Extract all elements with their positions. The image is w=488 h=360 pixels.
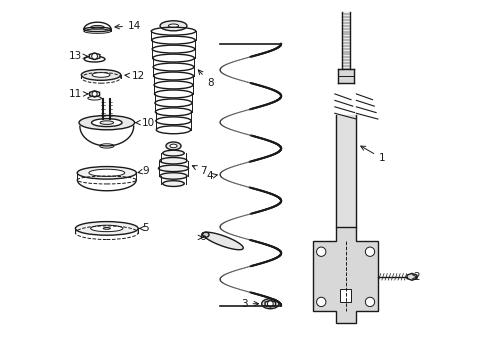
Ellipse shape xyxy=(169,144,177,148)
Ellipse shape xyxy=(89,169,124,176)
Text: 11: 11 xyxy=(69,89,88,99)
Text: 8: 8 xyxy=(198,70,213,88)
Ellipse shape xyxy=(100,121,113,125)
Circle shape xyxy=(365,297,374,307)
Ellipse shape xyxy=(165,142,181,150)
Polygon shape xyxy=(89,91,100,97)
Circle shape xyxy=(316,247,325,256)
Polygon shape xyxy=(406,273,416,280)
Text: 10: 10 xyxy=(136,118,155,128)
Ellipse shape xyxy=(77,167,136,179)
Text: 14: 14 xyxy=(115,21,141,31)
Text: 2: 2 xyxy=(411,272,419,282)
Ellipse shape xyxy=(91,119,122,127)
Ellipse shape xyxy=(168,24,178,28)
Circle shape xyxy=(267,301,273,307)
Polygon shape xyxy=(264,300,275,307)
Ellipse shape xyxy=(163,181,184,186)
Text: 5: 5 xyxy=(139,224,149,233)
Ellipse shape xyxy=(90,225,122,231)
Ellipse shape xyxy=(202,232,208,237)
Text: 1: 1 xyxy=(360,146,385,163)
Polygon shape xyxy=(340,289,350,302)
Ellipse shape xyxy=(163,150,184,156)
Ellipse shape xyxy=(160,173,187,179)
Text: 3: 3 xyxy=(241,299,258,309)
Text: 7: 7 xyxy=(192,166,206,176)
Ellipse shape xyxy=(261,299,278,309)
Ellipse shape xyxy=(79,116,134,130)
Ellipse shape xyxy=(160,157,187,164)
Circle shape xyxy=(365,247,374,256)
Ellipse shape xyxy=(103,228,110,229)
Polygon shape xyxy=(203,232,243,250)
Circle shape xyxy=(316,297,325,307)
Text: 12: 12 xyxy=(125,71,144,81)
Text: 9: 9 xyxy=(138,166,149,176)
Ellipse shape xyxy=(92,73,110,77)
Ellipse shape xyxy=(75,222,138,235)
Ellipse shape xyxy=(81,69,121,80)
Circle shape xyxy=(92,91,97,96)
Text: 6: 6 xyxy=(198,232,206,242)
Ellipse shape xyxy=(158,165,188,172)
Circle shape xyxy=(92,53,97,59)
Polygon shape xyxy=(89,53,100,60)
Text: 13: 13 xyxy=(69,51,88,61)
Text: 4: 4 xyxy=(206,171,217,181)
Ellipse shape xyxy=(160,21,186,31)
Polygon shape xyxy=(313,226,377,323)
